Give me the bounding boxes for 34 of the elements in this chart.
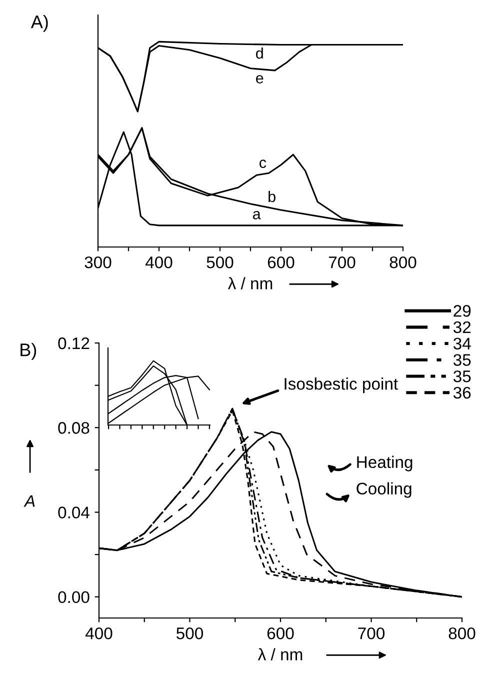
x-tick-label: 500 [206, 256, 234, 268]
legend-label: 29 [454, 304, 471, 317]
chart-title: A) [30, 15, 48, 32]
y-tick-label: 0.04 [58, 506, 90, 518]
y-axis-title: A [24, 495, 35, 507]
x-tick-label: 400 [145, 256, 172, 268]
series-label: e [256, 75, 264, 84]
x-axis-title: λ / nm [228, 277, 272, 290]
series-label: b [268, 190, 276, 202]
y-tick-label: 0.00 [58, 591, 90, 604]
x-tick-label: 300 [84, 256, 112, 268]
x-tick-label: 600 [268, 256, 294, 268]
legend-label: 32 [453, 321, 471, 334]
annotation: Heating [357, 456, 412, 472]
x-tick-label: 800 [390, 256, 416, 268]
x-tick-label: 500 [176, 627, 204, 640]
chart-title: B) [20, 343, 36, 360]
series-label: d [256, 47, 263, 59]
legend-label: 34 [453, 338, 471, 350]
x-tick-label: 700 [328, 256, 356, 268]
x-axis-title: λ / nm [258, 648, 302, 660]
x-tick-label: 400 [85, 627, 112, 640]
series-label: c [260, 160, 266, 168]
x-tick-label: 800 [448, 627, 476, 640]
annotation: Isosbestic point [284, 378, 398, 394]
series-label: a [253, 210, 261, 220]
legend-label: 36 [453, 386, 471, 399]
x-tick-label: 700 [358, 627, 385, 640]
x-tick-label: 600 [267, 627, 294, 640]
annotation: Cooling [356, 482, 412, 498]
legend-label: 35 [453, 354, 471, 366]
y-tick-label: 0.12 [58, 337, 90, 350]
y-tick-label: 0.08 [58, 422, 90, 434]
legend-label: 35 [453, 370, 471, 382]
